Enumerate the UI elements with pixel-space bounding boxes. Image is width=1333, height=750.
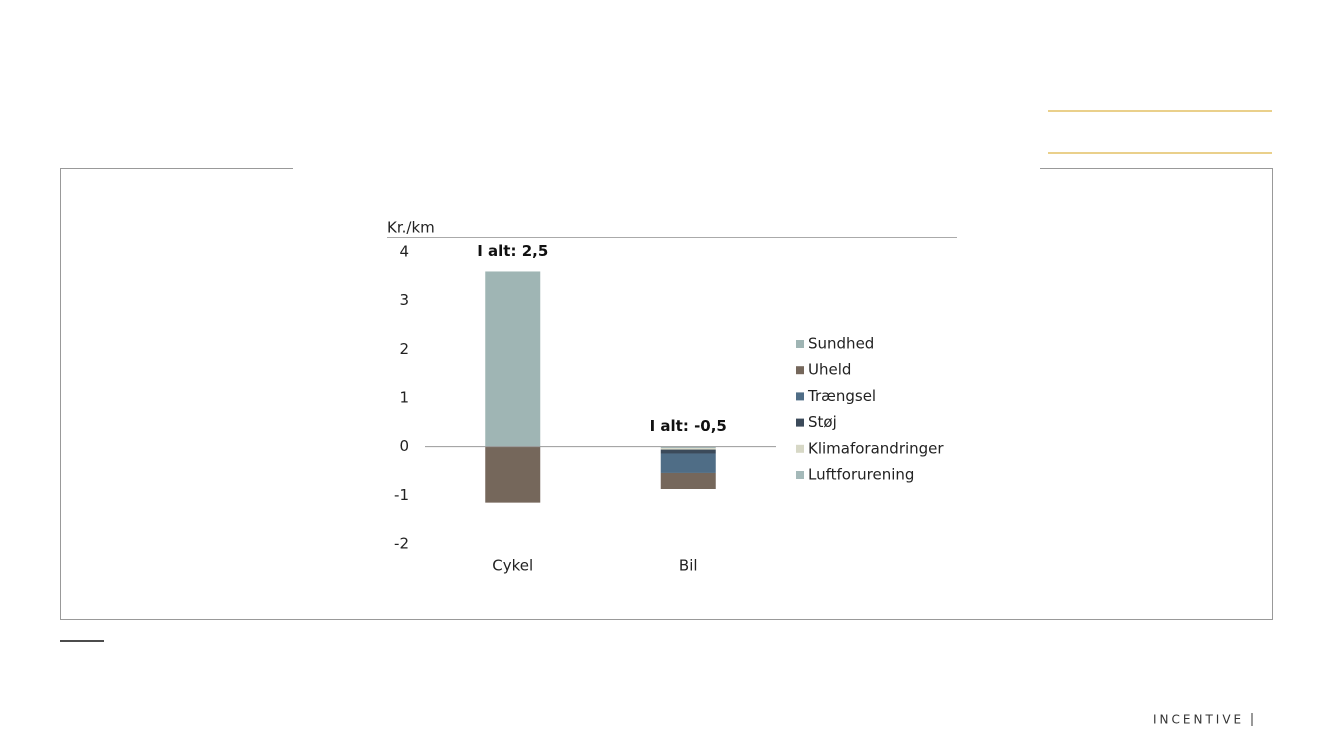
bar-segment	[485, 271, 541, 447]
y-tick-label: 4	[399, 243, 409, 261]
legend-swatch	[796, 471, 804, 479]
legend-swatch	[796, 340, 804, 348]
bar-segment	[660, 472, 716, 490]
total-label: I alt: 2,5	[477, 242, 548, 260]
legend-label: Trængsel	[807, 387, 876, 405]
y-tick-label: -2	[394, 535, 409, 553]
y-tick-label: 0	[399, 437, 409, 455]
legend-label: Klimaforandringer	[808, 439, 944, 457]
x-tick-label: Cykel	[492, 557, 533, 575]
legend-label: Støj	[808, 413, 837, 431]
legend-label: Sundhed	[808, 335, 874, 353]
legend-swatch	[796, 444, 804, 453]
bar-segment	[485, 446, 541, 503]
y-axis-label: Kr./km	[387, 219, 435, 237]
bar-segment	[660, 448, 716, 450]
legend-swatch	[796, 418, 804, 427]
y-tick-label: 2	[399, 340, 409, 358]
legend-swatch	[796, 366, 804, 375]
y-tick-label: -1	[394, 486, 409, 504]
y-tick-label: 1	[399, 389, 409, 407]
legend-label: Uheld	[808, 361, 851, 379]
total-label: I alt: -0,5	[650, 417, 727, 435]
logo: INCENTIVE	[1153, 713, 1244, 727]
chart-frame	[60, 168, 1273, 620]
bar-segment	[660, 453, 716, 473]
bar-segment	[660, 449, 716, 454]
y-tick-label: 3	[399, 291, 409, 309]
legend-swatch	[796, 392, 804, 401]
x-tick-label: Bil	[679, 557, 698, 575]
bar-segment	[660, 446, 716, 449]
legend-label: Luftforurening	[808, 466, 914, 484]
